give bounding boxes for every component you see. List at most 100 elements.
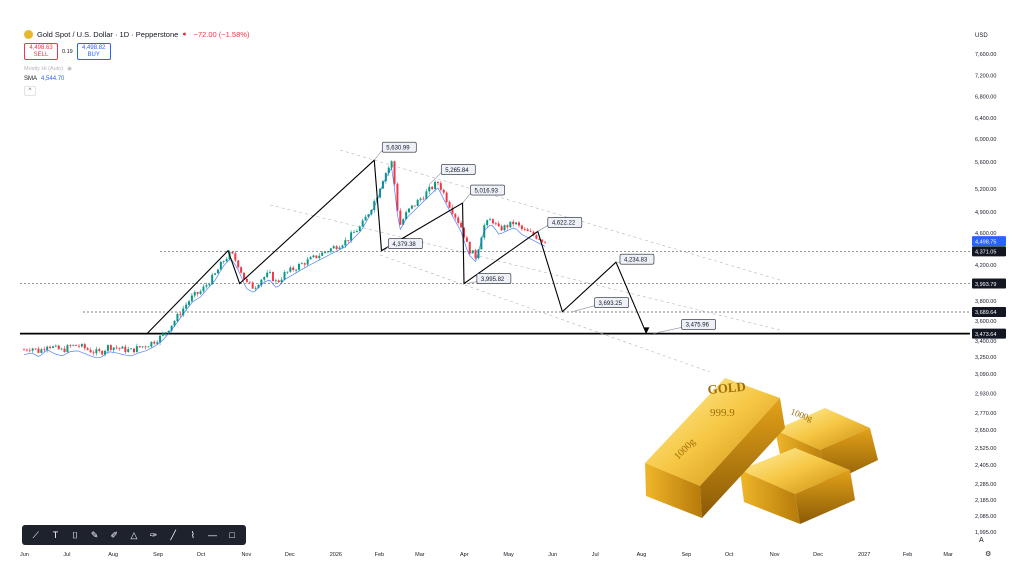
candle-body [115, 347, 118, 349]
candle-body [393, 161, 396, 184]
candle-body [350, 232, 353, 241]
candle-body [405, 212, 408, 220]
candle-body [219, 261, 222, 270]
candle-body [399, 210, 402, 225]
candle-body [147, 346, 150, 348]
candle-body [124, 346, 127, 352]
annotation-connector [466, 281, 477, 284]
x-tick-label: Apr [460, 552, 469, 558]
y-tick-label: 7,600.00 [975, 52, 996, 58]
candle-body [364, 216, 367, 221]
text-icon[interactable]: T [52, 530, 59, 540]
gold-bars-image: 1000g GOLD 999.9 1000g [645, 378, 878, 524]
candle-body [526, 229, 529, 231]
candle-body [300, 263, 303, 265]
sma-line [23, 166, 546, 359]
candle-body [457, 217, 460, 223]
x-tick-label: 2027 [858, 552, 870, 558]
x-tick-label: Dec [285, 552, 295, 558]
candle-body [173, 320, 176, 326]
x-tick-label: Dec [813, 552, 823, 558]
annotation-box [470, 184, 505, 196]
x-tick-label: Jul [592, 552, 599, 558]
sma-label[interactable]: SMA [24, 76, 38, 82]
x-tick-label: Jun [548, 552, 557, 558]
line-icon[interactable]: ╱ [170, 529, 176, 540]
annotation-label: 3,475.96 [686, 323, 710, 329]
path-icon[interactable]: ⌇ [190, 529, 196, 540]
y-tick-label: 2,285.00 [975, 482, 996, 488]
pen-icon[interactable]: ✑ [149, 529, 158, 540]
candle-body [422, 198, 425, 200]
candle-body [500, 226, 503, 231]
candle-body [454, 213, 457, 218]
candle-body [127, 349, 130, 352]
eye-icon[interactable]: ◉ [67, 66, 72, 72]
candle-body [23, 349, 25, 351]
y-tick-label: 7,200.00 [975, 73, 996, 79]
note-icon[interactable]: ⌷ [72, 529, 78, 540]
brush-icon[interactable]: ✎ [90, 529, 99, 540]
annotation-label: 4,379.38 [392, 242, 416, 248]
horizontal-line-icon[interactable]: — [207, 530, 217, 540]
y-tick-label: 6,800.00 [975, 95, 996, 101]
x-tick-label: Oct [197, 552, 206, 558]
y-tick-label: 2,405.00 [975, 463, 996, 469]
candle-body [283, 272, 286, 280]
candle-body [69, 345, 72, 347]
rectangle-icon[interactable]: □ [229, 530, 235, 540]
candle-body [133, 348, 135, 353]
candle-body [202, 286, 205, 292]
candle-body [436, 182, 439, 184]
annotation-connector [537, 225, 548, 232]
candle-body [439, 183, 442, 190]
buy-button[interactable]: 4,498.82 BUY [76, 43, 111, 60]
x-tick-label: Aug [637, 552, 647, 558]
highlighter-icon[interactable]: ✐ [110, 529, 119, 540]
candle-body [312, 255, 315, 258]
gold-icon [24, 30, 33, 39]
indicator-label[interactable]: Mostly Hi (Auto) [24, 66, 64, 72]
price-label-text: 4,371.05 [975, 250, 996, 256]
candle-body [185, 304, 188, 309]
candle-body [153, 341, 156, 344]
candle-body [179, 314, 182, 316]
candle-body [384, 173, 387, 182]
currency-label[interactable]: USD [975, 33, 988, 39]
y-tick-label: 4,200.00 [975, 263, 996, 269]
candle-body [494, 223, 497, 225]
candle-body [509, 221, 512, 228]
x-tick-label: Feb [903, 552, 912, 558]
auto-scale-button[interactable]: A [979, 537, 984, 544]
candle-body [445, 192, 448, 202]
candle-body [248, 281, 251, 283]
x-tick-label: Mar [415, 552, 425, 558]
candle-body [199, 291, 202, 294]
annotation-label: 5,016.93 [475, 188, 499, 194]
candle-body [402, 219, 405, 225]
candle-body [523, 228, 526, 230]
gear-icon[interactable]: ⚙ [985, 551, 992, 558]
y-tick-label: 2,770.00 [975, 411, 996, 417]
collapse-icon[interactable]: ^ [24, 86, 36, 96]
candle-body [43, 349, 46, 351]
candle-body [60, 348, 63, 350]
candle-body [234, 253, 237, 261]
trend-line-icon[interactable]: ⟋ [32, 529, 39, 540]
ruler-icon[interactable]: △ [130, 529, 138, 540]
x-tick-label: Mar [943, 552, 953, 558]
candle-body [448, 201, 451, 208]
price-label-box [972, 236, 1006, 247]
candle-body [480, 237, 483, 250]
candle-body [309, 257, 312, 260]
candle-body [57, 345, 60, 350]
candle-body [338, 247, 341, 249]
candle-body [538, 238, 541, 240]
candle-body [303, 263, 306, 265]
candle-body [532, 231, 535, 236]
symbol-title[interactable]: Gold Spot / U.S. Dollar · 1D · Peppersto… [37, 30, 179, 39]
candle-body [425, 191, 428, 200]
y-tick-label: 2,930.00 [975, 392, 996, 398]
sell-button[interactable]: 4,498.63 SELL [24, 43, 58, 60]
